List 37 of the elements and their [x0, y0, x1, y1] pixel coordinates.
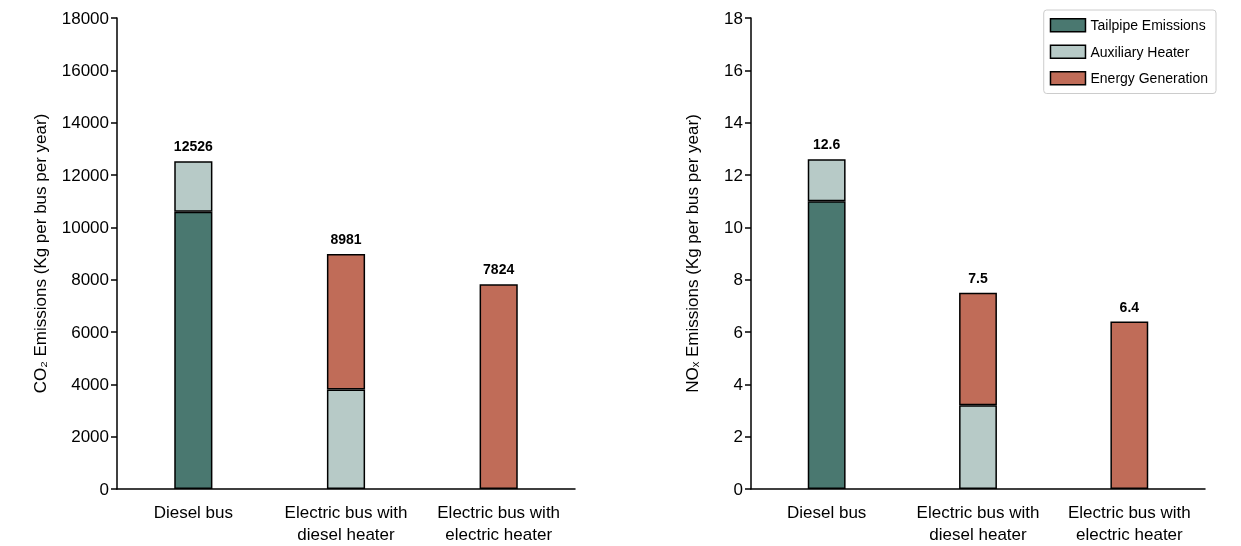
y-tick-label: 18	[724, 8, 743, 28]
y-tick-label: 18000	[61, 8, 109, 28]
y-tick-label: 16	[724, 60, 743, 80]
y-tick-label: 14000	[61, 113, 109, 133]
y-tick-label: 0	[99, 479, 109, 499]
total-label: 12526	[173, 138, 214, 155]
x-tick-label: Electric bus with diesel heater	[284, 502, 408, 544]
y-tick-label: 12	[724, 165, 743, 185]
y-tick-label: 2	[733, 427, 743, 447]
x-tick-label: Electric bus with diesel heater	[916, 502, 1040, 544]
total-label: 6.4	[1119, 298, 1140, 315]
y-tick-label: 4	[733, 374, 743, 394]
y-tick-label: 12000	[61, 165, 109, 185]
y-axis-title: CO₂ Emissions (Kg per bus per year)	[31, 113, 50, 394]
total-label: 8981	[330, 231, 362, 247]
x-tick-label: Diesel bus	[786, 502, 867, 522]
x-tick-label: Diesel bus	[153, 502, 234, 522]
y-tick-label: 8	[733, 270, 743, 290]
legend-label: Tailpipe Emissions	[1090, 17, 1206, 34]
y-tick-label: 10	[724, 217, 743, 237]
y-axis-title: NOₓ Emissions (Kg per bus per year)	[683, 114, 702, 393]
y-tick-label: 6000	[71, 322, 109, 342]
y-tick-label: 10000	[61, 217, 109, 237]
x-tick-label: Electric bus with electric heater	[437, 502, 561, 544]
y-tick-label: 14	[724, 113, 743, 133]
total-label: 12.6	[813, 136, 841, 153]
y-tick-label: 2000	[71, 427, 109, 447]
y-tick-label: 8000	[71, 270, 109, 290]
y-tick-label: 0	[733, 479, 743, 499]
legend-label: Auxiliary Heater	[1090, 43, 1190, 60]
y-tick-label: 16000	[61, 60, 109, 80]
y-tick-label: 4000	[71, 374, 109, 394]
x-tick-label: Electric bus with electric heater	[1067, 502, 1191, 544]
total-label: 7.5	[968, 269, 988, 286]
legend-label: Energy Generation	[1090, 70, 1209, 87]
total-label: 7824	[483, 261, 515, 278]
y-tick-label: 6	[733, 322, 743, 342]
